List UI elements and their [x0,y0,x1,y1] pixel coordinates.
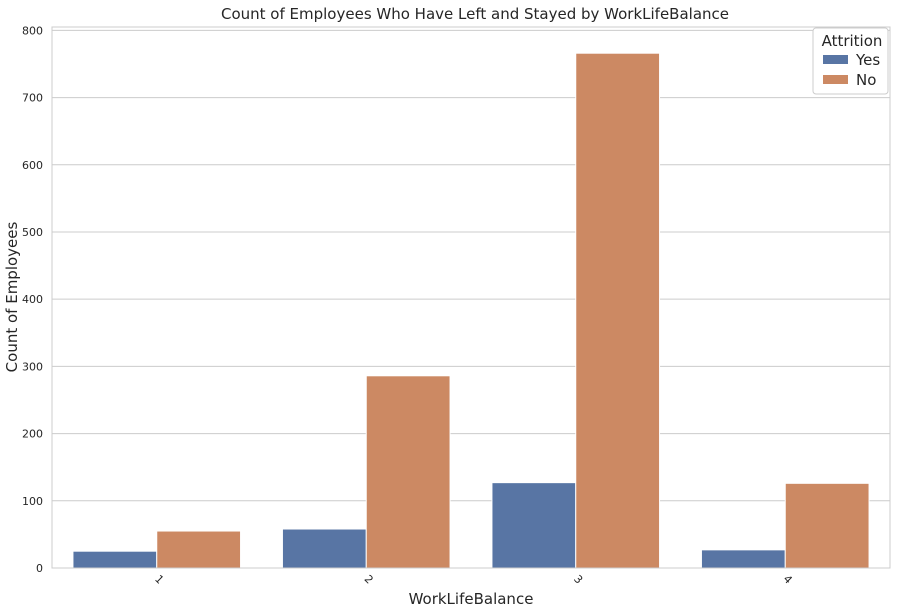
y-tick-label: 100 [22,495,43,508]
x-tick-label: 1 [152,572,166,586]
y-tick-label: 300 [22,360,43,373]
x-tick-label: 4 [781,572,795,586]
legend-label-no: No [856,71,876,89]
legend-swatch-yes [823,55,848,64]
plot-area: 0 100 200 300 400 500 600 700 800 1 2 3 4 [22,24,891,587]
bar-yes-1 [72,550,158,569]
legend-label-yes: Yes [855,51,880,69]
x-tick-label: 2 [362,572,376,586]
legend-title: Attrition [822,32,883,50]
chart-title: Count of Employees Who Have Left and Sta… [221,5,729,23]
y-axis-ticks: 0 100 200 300 400 500 600 700 800 [22,24,43,575]
y-tick-label: 200 [22,428,43,441]
bar-no-1 [156,530,242,569]
plot-frame [51,26,891,569]
bar-no-3 [575,52,661,569]
bar-yes-2 [281,528,367,569]
y-tick-label: 800 [22,24,43,37]
grid-lines [52,29,890,569]
y-tick-label: 600 [22,159,43,172]
y-tick-label: 0 [36,562,43,575]
plot-background [52,27,890,568]
bars [72,52,870,569]
x-axis-ticks: 1 2 3 4 [152,572,795,586]
y-tick-label: 400 [22,293,43,306]
y-tick-label: 700 [22,92,43,105]
bar-yes-4 [700,549,786,569]
legend-swatch-no [823,75,848,84]
x-axis-label: WorkLifeBalance [409,590,534,608]
y-axis-label: Count of Employees [3,221,21,372]
legend: Attrition Yes No [812,27,889,95]
y-tick-label: 500 [22,226,43,239]
bar-yes-3 [491,482,577,569]
bar-no-2 [365,375,451,569]
x-tick-label: 3 [571,572,585,586]
bar-no-4 [784,482,870,569]
